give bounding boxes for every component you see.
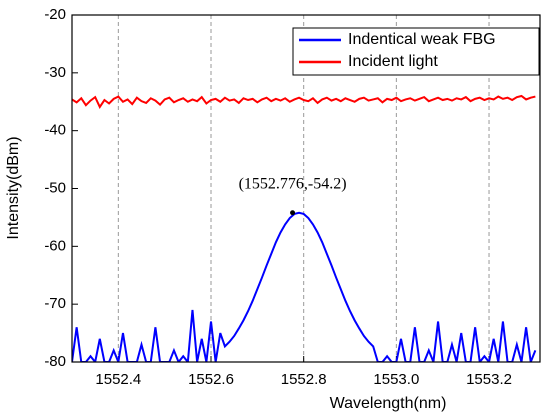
- legend-label: Incident light: [348, 53, 438, 70]
- x-tick-label: 1553.2: [466, 371, 512, 388]
- annotation: (1552.776,-54.2): [239, 175, 347, 192]
- legend-label: Indentical weak FBG: [348, 31, 496, 48]
- x-tick-label: 1553.0: [373, 371, 419, 388]
- y-tick-label: -30: [44, 64, 66, 81]
- x-tick-label: 1552.8: [281, 371, 327, 388]
- y-tick-label: -60: [44, 237, 66, 254]
- x-axis-label: Wavelength(nm): [330, 395, 447, 412]
- y-tick-label: -40: [44, 122, 66, 139]
- plot-frame: [71, 14, 541, 363]
- y-tick-label: -50: [44, 179, 66, 196]
- plot-lines: [72, 94, 537, 362]
- annotation-point: [290, 210, 296, 216]
- y-tick-label: -80: [44, 353, 66, 370]
- x-tick-label: 1552.4: [95, 371, 141, 388]
- legend-box: [292, 27, 540, 76]
- x-tick-label: 1552.6: [188, 371, 234, 388]
- y-tick-label: -70: [44, 295, 66, 312]
- series-line: [72, 94, 536, 109]
- series-line: [72, 211, 537, 362]
- y-axis-label: Intensity(dBm): [5, 136, 22, 239]
- y-tick-label: -20: [44, 6, 66, 23]
